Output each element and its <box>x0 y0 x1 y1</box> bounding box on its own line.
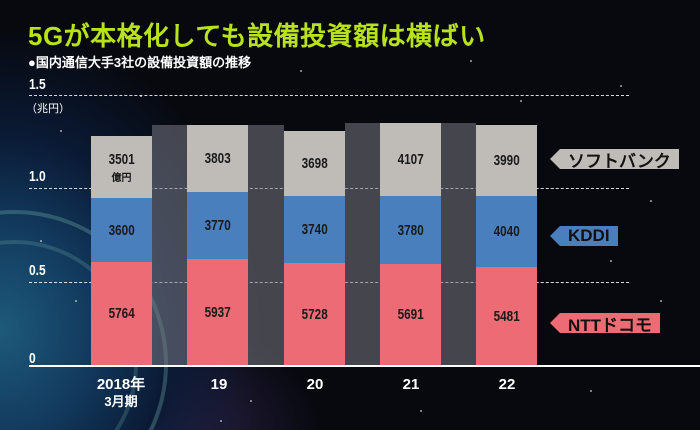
value-unit-label: 億円 <box>111 172 132 184</box>
decorative-star <box>300 70 302 72</box>
decorative-star <box>620 85 622 87</box>
x-label-21: 21 <box>402 376 420 393</box>
decorative-star <box>250 400 252 402</box>
bar-connector <box>345 123 380 365</box>
bar-segment-softbank: 3803 <box>187 124 248 193</box>
bar-segment-kddi: 3770 <box>187 192 248 260</box>
bar-segment-kddi: 4040 <box>476 195 537 268</box>
bar-value-label: 3780 <box>397 221 424 239</box>
decorative-star <box>470 60 472 62</box>
legend-softbank: ソフトバンク <box>550 149 679 171</box>
bar-segment-ntt: 5691 <box>380 263 441 365</box>
bar-segment-ntt: 5764 <box>91 262 152 365</box>
y-tick-1-0: 1.0 <box>29 168 46 185</box>
bar-value-label: 3501 <box>108 150 135 168</box>
bar-value-label: 3770 <box>204 217 231 235</box>
decorative-star <box>610 260 612 262</box>
decorative-star <box>420 410 422 412</box>
bar-connector <box>248 124 284 365</box>
chart-title: 5Gが本格化しても設備投資額は横ばい <box>28 21 486 51</box>
x-label-19: 19 <box>210 376 228 393</box>
bar-value-label: 3803 <box>204 149 231 167</box>
decorative-star <box>590 390 592 392</box>
chart-subtitle: ●国内通信大手3社の設備投資額の推移 <box>28 55 252 70</box>
bar-segment-softbank: 3990 <box>476 124 537 196</box>
decorative-star <box>40 240 42 242</box>
y-axis-unit: （兆円） <box>26 103 70 115</box>
bar-segment-ntt: 5937 <box>187 259 248 365</box>
decorative-star <box>660 300 662 302</box>
x-label-sub: 3月期 <box>104 394 138 409</box>
bar-segment-ntt: 5481 <box>476 267 537 365</box>
y-tick-1-5: 1.5 <box>29 76 46 93</box>
x-label-20: 20 <box>306 376 324 393</box>
bar-connector <box>152 124 187 365</box>
x-label-22: 22 <box>498 376 516 393</box>
x-label-2018: 2018年 3月期 <box>86 376 156 410</box>
x-axis-baseline <box>29 365 700 367</box>
bar-segment-ntt: 5728 <box>284 263 345 365</box>
bar-segment-softbank: 3698 <box>284 130 345 197</box>
bar-value-label: 4107 <box>397 151 424 169</box>
gridline-1-5 <box>29 95 629 96</box>
y-tick-0: 0 <box>29 350 36 367</box>
decorative-star <box>650 200 652 202</box>
legend-ntt: NTTドコモ <box>549 313 661 335</box>
decorative-star <box>520 100 522 102</box>
bar-value-label: 5481 <box>493 307 520 325</box>
bar-connector <box>441 123 476 365</box>
bar-value-label: 5937 <box>204 303 231 321</box>
legend-kddi: KDDI <box>550 226 618 246</box>
x-label-main: 2018年 <box>96 376 146 393</box>
bar-segment-kddi: 3780 <box>380 196 441 264</box>
bar-value-label: 4040 <box>493 222 520 240</box>
bar-value-label: 3740 <box>301 221 328 239</box>
y-tick-0-5: 0.5 <box>29 262 46 279</box>
decorative-star <box>140 95 142 97</box>
bar-value-label: 3600 <box>108 221 135 239</box>
decorative-star <box>220 420 222 422</box>
bar-segment-softbank: 3501 億円 <box>91 136 152 199</box>
bar-value-label: 5764 <box>108 305 135 323</box>
bar-segment-kddi: 3600 <box>91 198 152 263</box>
bar-value-label: 5728 <box>301 305 328 323</box>
decorative-star <box>75 300 77 302</box>
bar-value-label: 5691 <box>397 305 424 323</box>
bar-segment-kddi: 3740 <box>284 196 345 264</box>
bar-segment-softbank: 4107 <box>380 123 441 197</box>
decorative-star <box>60 130 62 132</box>
bar-value-label: 3698 <box>301 155 328 173</box>
bar-value-label: 3990 <box>493 151 520 169</box>
